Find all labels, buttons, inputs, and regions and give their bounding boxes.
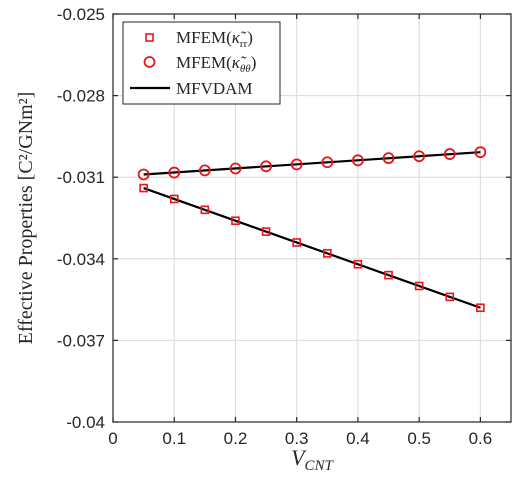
x-tick-label: 0.6 xyxy=(469,429,493,448)
y-axis-label: Effective Properties [C²/GNm²] xyxy=(15,92,37,345)
thetatheta-data-point xyxy=(443,148,456,160)
tick-marks xyxy=(112,13,511,423)
x-tick-label: 0.4 xyxy=(346,429,370,448)
y-tick-label: -0.034 xyxy=(57,250,105,269)
y-tick-label: -0.04 xyxy=(66,413,105,432)
x-tick-label: 0.1 xyxy=(162,429,186,448)
rr-data-point xyxy=(323,249,332,258)
legend: MFEM(κ̃rr) MFEM(κ̃θθ) MFVDAM xyxy=(122,21,281,105)
rr-data-point xyxy=(445,292,455,302)
x-tick-label: 0 xyxy=(108,429,117,448)
x-tick-labels: 0 0.1 0.2 0.3 0.4 0.5 0.6 xyxy=(108,429,492,448)
rr-data-point xyxy=(414,281,424,291)
thetatheta-data-point xyxy=(382,152,395,165)
rr-data-point xyxy=(139,183,148,193)
thetatheta-data-point xyxy=(352,154,364,167)
rr-data-point xyxy=(261,227,271,236)
thetatheta-data-point xyxy=(168,166,181,179)
thetatheta-data-point xyxy=(260,160,272,173)
x-axis-label-main: V xyxy=(291,445,307,470)
rr-data-point xyxy=(476,303,485,313)
rr-data-point xyxy=(200,205,210,215)
thetatheta-data-point xyxy=(474,146,487,159)
legend-square-marker xyxy=(145,33,154,42)
thetatheta-data-point xyxy=(198,164,211,177)
legend-box xyxy=(122,21,281,105)
thetatheta-data-point xyxy=(229,162,242,175)
thetatheta-data-point xyxy=(290,158,303,171)
rr-data-point xyxy=(292,238,301,247)
y-tick-labels: -0.04 -0.037 -0.034 -0.031 -0.028 -0.025 xyxy=(57,5,105,432)
x-tick-label: 0.2 xyxy=(224,429,248,448)
rr-data-point xyxy=(384,270,393,280)
rr-data-point xyxy=(169,194,179,204)
x-axis-label: VCNT xyxy=(291,445,334,474)
y-tick-label: -0.037 xyxy=(57,331,105,350)
series-layer xyxy=(137,146,487,313)
y-tick-label: -0.028 xyxy=(57,87,105,106)
thetatheta-data-point xyxy=(137,168,150,181)
x-axis-label-sub: CNT xyxy=(305,458,335,474)
x-tick-label: 0.3 xyxy=(285,429,309,448)
legend-circle-marker xyxy=(143,56,156,68)
legend-label-mfvdam: MFVDAM xyxy=(176,79,253,98)
thetatheta-data-point xyxy=(321,156,334,169)
rr-data-point xyxy=(353,259,363,269)
mfvdam-line xyxy=(143,187,481,309)
plot-frame xyxy=(112,13,512,423)
y-tick-label: -0.025 xyxy=(57,5,105,24)
thetatheta-data-point xyxy=(413,150,426,163)
y-tick-label: -0.031 xyxy=(57,168,105,187)
rr-data-point xyxy=(231,216,240,226)
x-tick-label: 0.5 xyxy=(407,429,431,448)
